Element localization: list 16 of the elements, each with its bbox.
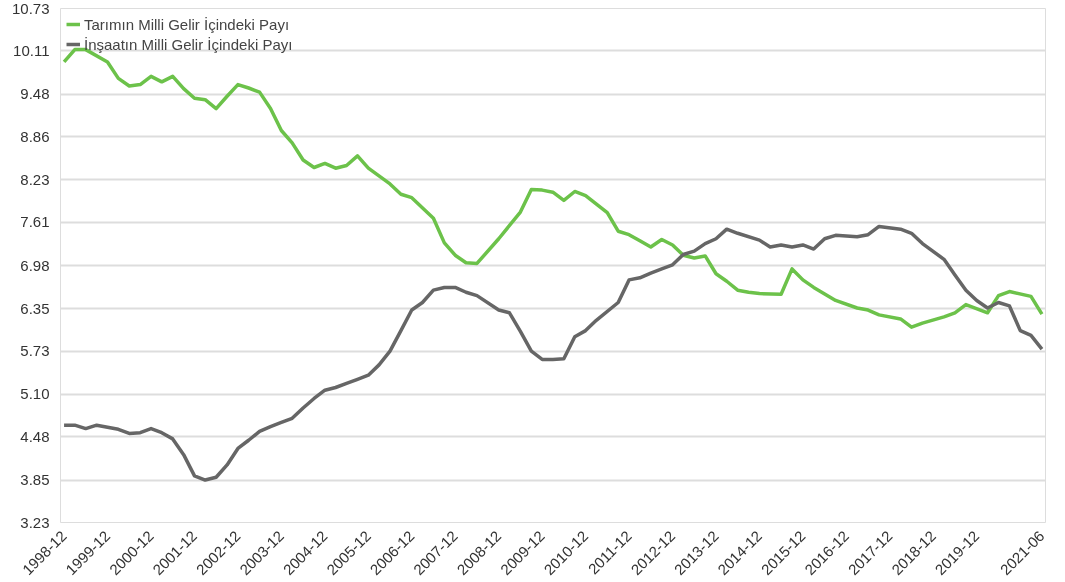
y-tick-label: 3.85 bbox=[20, 471, 50, 489]
legend-label: İnşaatın Milli Gelir İçindeki Payı bbox=[84, 35, 293, 53]
y-tick-label: 4.48 bbox=[20, 427, 50, 445]
y-tick-label: 9.48 bbox=[20, 85, 50, 103]
y-tick-label: 8.23 bbox=[20, 170, 50, 188]
y-tick-label: 10.73 bbox=[11, 0, 50, 17]
line-series bbox=[62, 224, 1044, 482]
y-tick-label: 7.61 bbox=[20, 213, 50, 231]
y-tick-label: 8.86 bbox=[20, 127, 50, 145]
y-tick-label: 5.73 bbox=[20, 342, 50, 360]
y-tick-label: 10.11 bbox=[13, 41, 50, 59]
y-tick-label: 6.35 bbox=[20, 299, 50, 317]
y-tick-label: 6.98 bbox=[20, 256, 50, 274]
y-tick-label: 5.10 bbox=[20, 385, 50, 403]
legend-label: Tarımın Milli Gelir İçindeki Payı bbox=[84, 15, 290, 33]
y-tick-label: 3.23 bbox=[20, 513, 50, 531]
